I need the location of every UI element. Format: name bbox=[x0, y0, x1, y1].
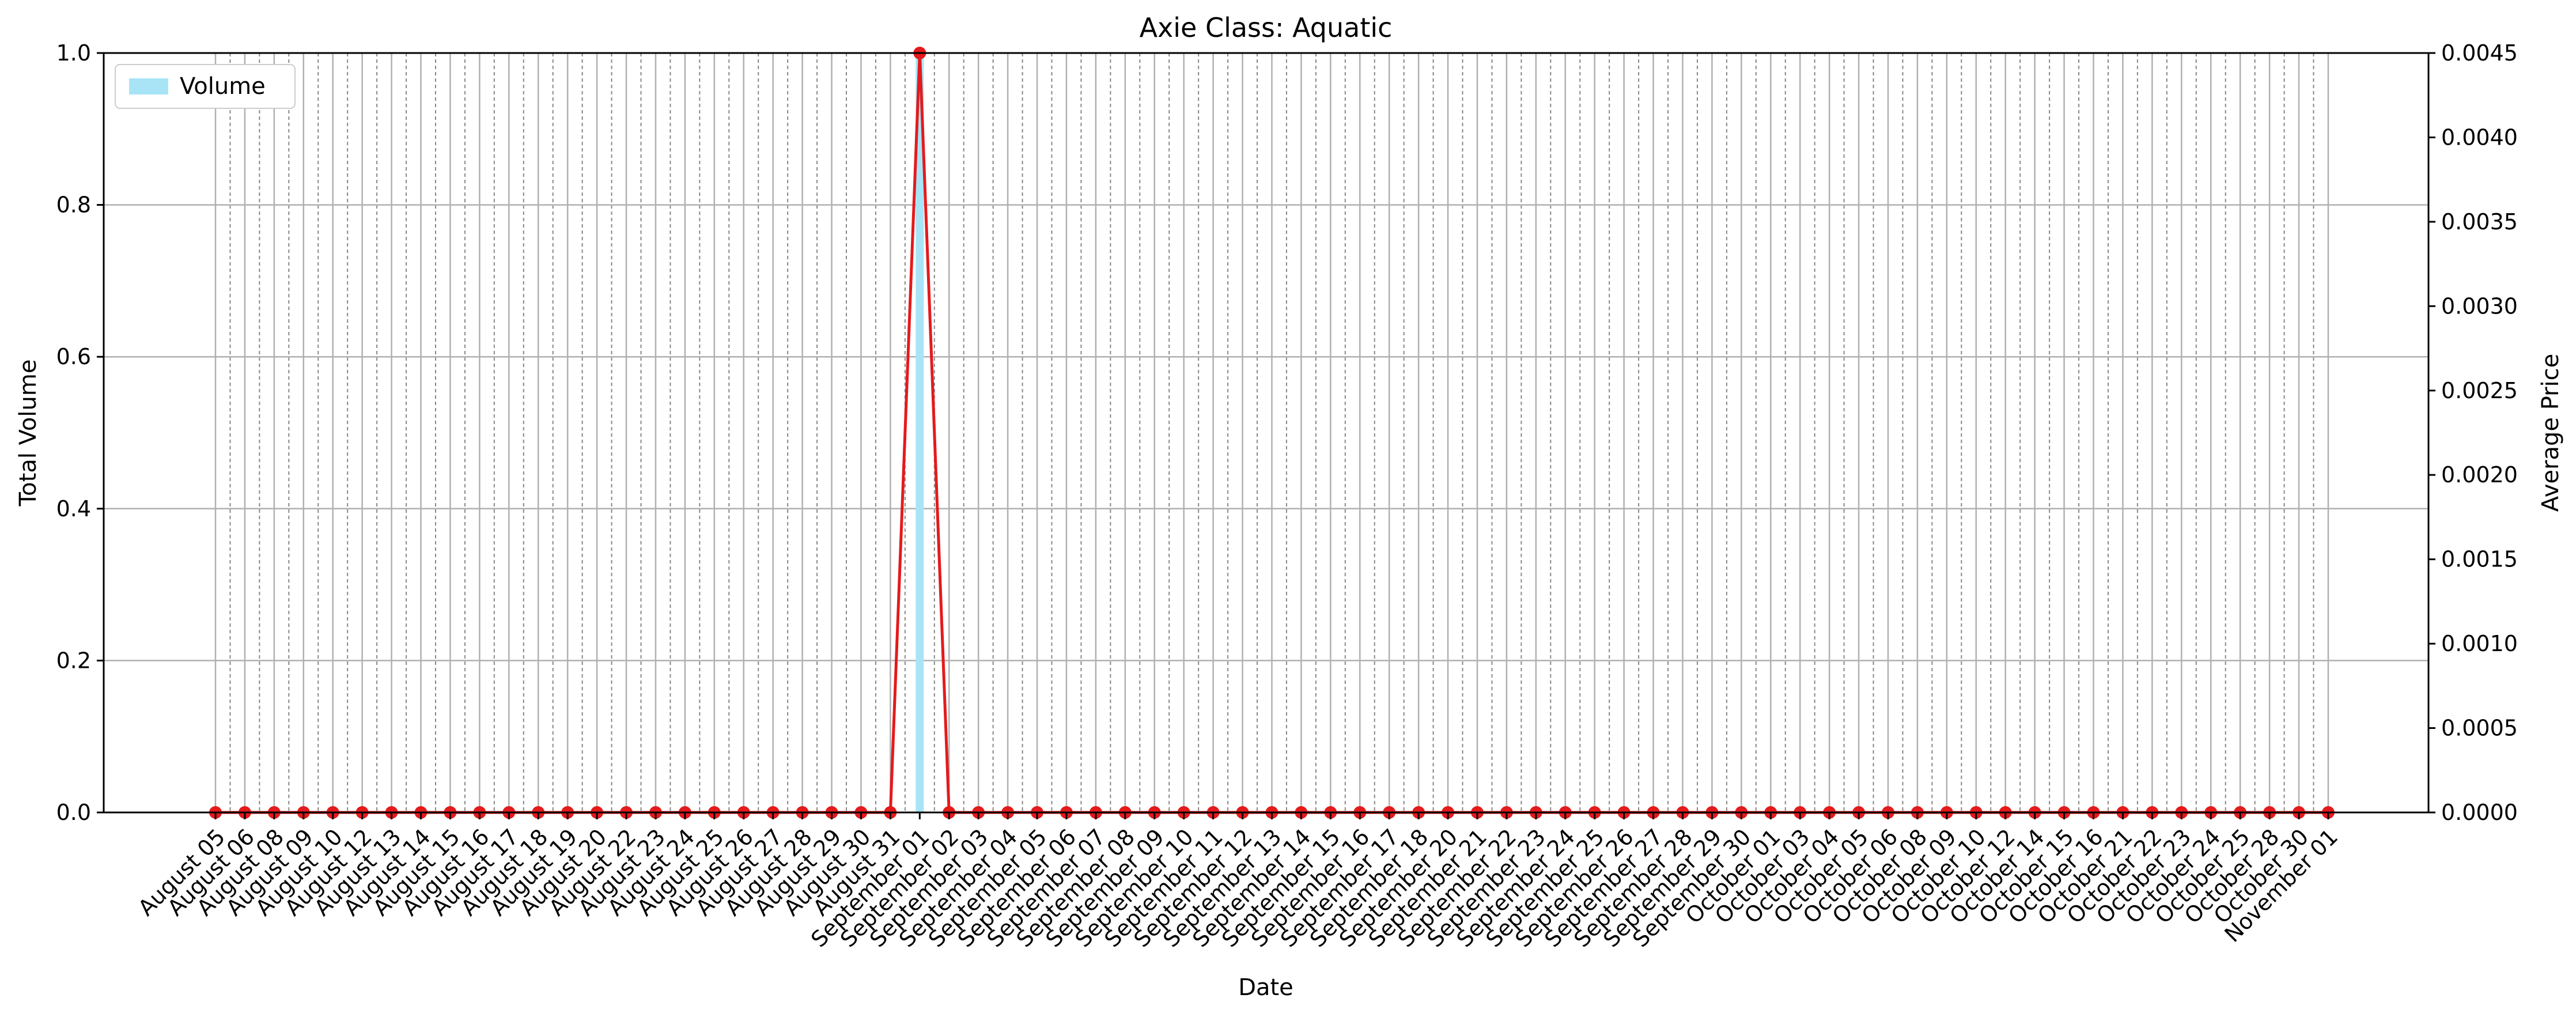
y-tick-label: 0.4 bbox=[56, 496, 91, 521]
plot-frame bbox=[103, 52, 2430, 814]
y2-tick-label: 0.0035 bbox=[2441, 209, 2518, 235]
legend-swatch-volume bbox=[129, 78, 168, 94]
y2-tick-label: 0.0000 bbox=[2441, 800, 2518, 825]
y-tick-label: 0.2 bbox=[56, 648, 91, 673]
right-axis-ticks: 0.0000 0.0005 0.0010 0.0015 0.0020 0.0025 0.00… bbox=[2429, 40, 2518, 825]
y-axis-label-right: Average Price bbox=[2537, 354, 2564, 512]
x-axis-label: Date bbox=[1238, 974, 1293, 1001]
bar-layer bbox=[916, 53, 924, 812]
y2-tick-label: 0.0015 bbox=[2441, 547, 2518, 572]
y2-tick-label: 0.0045 bbox=[2441, 40, 2518, 66]
y-tick-label: 0.6 bbox=[56, 344, 91, 369]
grid-layer bbox=[104, 52, 2429, 814]
y2-tick-label: 0.0010 bbox=[2441, 631, 2518, 656]
volume-bar bbox=[916, 53, 924, 812]
y2-tick-label: 0.0005 bbox=[2441, 716, 2518, 741]
y2-tick-label: 0.0030 bbox=[2441, 293, 2518, 319]
y-axis-label-left: Total Volume bbox=[15, 360, 41, 507]
y2-tick-label: 0.0020 bbox=[2441, 462, 2518, 487]
chart-title: Axie Class: Aquatic bbox=[1140, 12, 1393, 43]
legend-box bbox=[115, 64, 296, 109]
y2-tick-label: 0.0040 bbox=[2441, 124, 2518, 150]
left-axis-ticks: 0.0 0.2 0.4 0.6 0.8 1.0 bbox=[56, 40, 104, 825]
legend-label-volume: Volume bbox=[180, 73, 266, 100]
legend: Volume bbox=[115, 64, 296, 109]
y-tick-label: 0.8 bbox=[56, 192, 91, 218]
y-tick-label: 0.0 bbox=[56, 800, 91, 825]
y-tick-label: 1.0 bbox=[56, 40, 91, 66]
y2-tick-label: 0.0025 bbox=[2441, 378, 2518, 403]
